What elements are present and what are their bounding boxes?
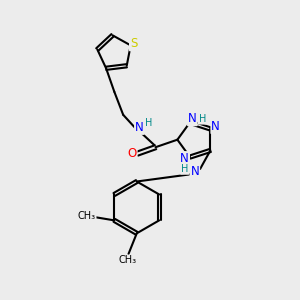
Text: H: H	[181, 164, 188, 174]
Text: S: S	[130, 38, 137, 50]
Text: N: N	[188, 112, 197, 125]
Text: CH₃: CH₃	[119, 255, 137, 266]
Text: H: H	[145, 118, 152, 128]
Text: O: O	[128, 147, 136, 160]
Text: N: N	[135, 121, 144, 134]
Text: N: N	[211, 120, 220, 133]
Text: N: N	[180, 152, 189, 165]
Text: CH₃: CH₃	[78, 211, 96, 221]
Text: N: N	[190, 165, 199, 178]
Text: H: H	[199, 114, 206, 124]
